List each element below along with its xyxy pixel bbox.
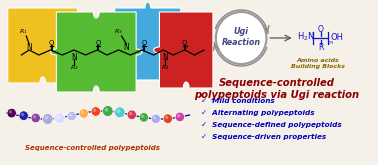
Text: $R_1$: $R_1$ [19, 28, 28, 36]
Text: N: N [26, 43, 32, 51]
Circle shape [151, 114, 161, 124]
Text: O: O [318, 24, 324, 33]
Circle shape [79, 109, 88, 118]
Circle shape [45, 116, 48, 120]
Circle shape [69, 113, 72, 116]
Text: $R_3$: $R_3$ [114, 28, 123, 36]
Circle shape [102, 106, 113, 116]
Circle shape [115, 107, 125, 118]
Text: ✓  Sequence-defined polypeptoids: ✓ Sequence-defined polypeptoids [201, 122, 342, 128]
Text: ✓  Alternating polypeptoids: ✓ Alternating polypeptoids [201, 110, 315, 116]
Circle shape [67, 111, 76, 121]
PathPatch shape [51, 12, 142, 92]
Circle shape [116, 109, 120, 113]
Text: $R_2$: $R_2$ [70, 64, 78, 72]
Text: OH: OH [331, 33, 344, 42]
Circle shape [91, 107, 101, 116]
Circle shape [129, 112, 132, 115]
Circle shape [216, 12, 266, 64]
Text: ✓  Mild conditions: ✓ Mild conditions [201, 98, 275, 104]
Circle shape [141, 115, 144, 118]
Text: Sequence-controlled
polypeptoids via Ugi reaction: Sequence-controlled polypeptoids via Ugi… [195, 78, 359, 100]
Text: R: R [318, 43, 324, 51]
Circle shape [127, 110, 136, 120]
Text: Amino acids
Building Blocks: Amino acids Building Blocks [291, 58, 345, 69]
Circle shape [177, 114, 180, 117]
Text: Ugi
Reaction: Ugi Reaction [222, 27, 261, 47]
Circle shape [19, 111, 28, 120]
Circle shape [42, 114, 53, 125]
Circle shape [81, 111, 84, 114]
Circle shape [153, 116, 156, 119]
Circle shape [93, 109, 96, 112]
Text: $R_4$: $R_4$ [161, 64, 170, 72]
Circle shape [163, 114, 172, 123]
Circle shape [54, 113, 65, 124]
Circle shape [165, 116, 168, 119]
Text: Sequence-controlled polypeptoids: Sequence-controlled polypeptoids [25, 145, 160, 151]
Text: N: N [71, 52, 77, 62]
Text: O: O [96, 40, 101, 46]
Circle shape [175, 112, 184, 122]
Text: n: n [328, 40, 333, 46]
Circle shape [21, 113, 24, 116]
PathPatch shape [8, 8, 84, 83]
Text: ✓  Sequence-driven properties: ✓ Sequence-driven properties [201, 134, 327, 140]
Text: N: N [124, 43, 129, 51]
Text: O: O [182, 40, 187, 46]
PathPatch shape [109, 2, 187, 80]
Text: O: O [141, 40, 147, 46]
PathPatch shape [153, 12, 213, 88]
Text: $\mathregular{H_2N}$: $\mathregular{H_2N}$ [296, 31, 314, 43]
Text: O: O [49, 40, 54, 46]
Circle shape [57, 115, 60, 119]
Circle shape [31, 113, 40, 123]
Circle shape [33, 115, 36, 118]
Text: N: N [163, 52, 168, 62]
Circle shape [9, 110, 12, 114]
Circle shape [139, 113, 149, 122]
Circle shape [7, 108, 16, 118]
Circle shape [105, 108, 108, 112]
